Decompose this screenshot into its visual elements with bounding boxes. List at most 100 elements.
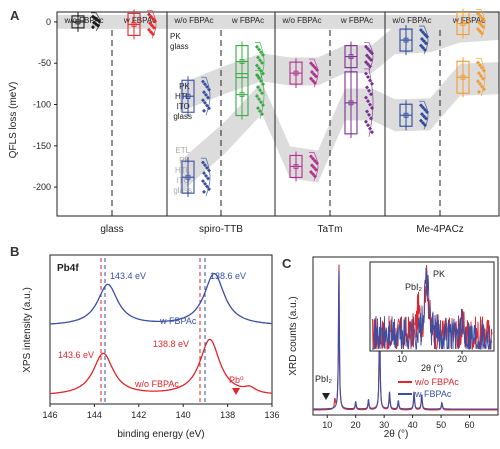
data-point xyxy=(97,19,101,24)
data-point xyxy=(478,63,482,68)
data-point xyxy=(476,27,480,32)
y-tick-label: -150 xyxy=(33,141,51,151)
stack-text: PK xyxy=(170,32,181,41)
data-point xyxy=(149,14,153,19)
stack-text: ITO xyxy=(177,176,190,185)
qfls-box xyxy=(344,41,374,72)
data-point xyxy=(423,123,427,128)
x-tick-label: 136 xyxy=(264,410,279,420)
data-point xyxy=(425,34,429,39)
data-point xyxy=(260,112,264,117)
stack-text: glass xyxy=(170,42,189,51)
box-mean xyxy=(293,70,299,76)
group-label-me: Me-4PACz xyxy=(416,224,464,235)
x-tick-label: 30 xyxy=(379,420,389,430)
data-point xyxy=(482,68,486,73)
data-point xyxy=(207,87,211,92)
data-point xyxy=(201,160,205,165)
box-mean xyxy=(293,164,299,169)
data-point xyxy=(366,46,370,51)
data-point xyxy=(369,57,373,62)
panel-c-ylabel: XRD counts (a.u.) xyxy=(288,296,299,375)
box-violin xyxy=(147,9,157,39)
data-point xyxy=(423,47,427,52)
data-point xyxy=(149,30,153,35)
qfls-box xyxy=(235,69,265,120)
data-point xyxy=(479,73,483,78)
data-point xyxy=(482,18,486,23)
series-label-blue: w FBPAc xyxy=(159,316,197,326)
data-point xyxy=(421,30,425,35)
data-point xyxy=(370,130,374,135)
header-me-wo: w/o FBPAc xyxy=(392,16,432,25)
group-label-tatm: TaTm xyxy=(318,224,343,235)
qfls-box xyxy=(289,151,319,182)
data-point xyxy=(478,13,482,18)
data-point xyxy=(480,16,484,21)
x-tick-label: 60 xyxy=(465,420,475,430)
panel-a-letter: A xyxy=(10,8,20,23)
panel-c-frame xyxy=(312,256,499,416)
data-point xyxy=(255,44,259,49)
box-mean xyxy=(185,174,191,180)
box-mean xyxy=(131,21,137,27)
data-point xyxy=(258,58,262,63)
stack-label-glass: PK glass xyxy=(170,32,189,51)
data-point xyxy=(419,43,423,48)
y-tick-label: -100 xyxy=(33,100,51,110)
data-point xyxy=(421,45,425,50)
y-tick-label: 0 xyxy=(46,17,51,27)
data-point xyxy=(313,81,317,86)
box-violin xyxy=(309,152,319,181)
data-point xyxy=(205,165,209,170)
data-point xyxy=(255,63,259,68)
header-spiro-w: w FBPAc xyxy=(231,16,264,25)
legend-label-red: w/o FBPAc xyxy=(414,377,459,387)
data-point xyxy=(153,19,157,24)
data-point xyxy=(422,114,426,119)
data-point xyxy=(257,47,261,52)
stack-text: PK xyxy=(179,82,190,91)
box-mean xyxy=(348,100,354,106)
data-point xyxy=(477,89,481,94)
panel-b-letter: B xyxy=(10,244,19,259)
data-point xyxy=(202,108,206,113)
y-tick-label: -200 xyxy=(33,182,51,192)
qfls-box xyxy=(181,76,211,117)
panel-b-xlabel: binding energy (eV) xyxy=(117,429,204,440)
y-tick-label: -50 xyxy=(38,58,51,68)
data-point xyxy=(259,50,263,55)
data-point xyxy=(478,29,482,34)
data-point xyxy=(256,55,260,60)
data-point xyxy=(421,105,425,110)
pb0-arrow-icon xyxy=(232,388,240,395)
data-point xyxy=(314,167,318,172)
data-point xyxy=(425,109,429,114)
data-point xyxy=(205,84,209,89)
data-point xyxy=(207,106,211,111)
panel-c: C XRD counts (a.u.) 2θ (°) 10 20 30 40 50 60 … xyxy=(282,256,499,440)
data-point xyxy=(255,73,259,78)
x-tick-label: 140 xyxy=(176,410,191,420)
data-point xyxy=(258,88,262,93)
qfls-box xyxy=(456,57,486,98)
data-point xyxy=(366,99,370,104)
data-point xyxy=(478,81,482,86)
data-point xyxy=(365,53,369,58)
data-point xyxy=(96,23,100,28)
data-point xyxy=(205,184,209,189)
box-violin xyxy=(255,70,265,119)
data-point xyxy=(311,63,315,68)
x-tick-label: 138 xyxy=(220,410,235,420)
x-tick-label: 20 xyxy=(351,420,361,430)
data-point xyxy=(147,27,151,32)
legend-label-blue: w FBPAc xyxy=(414,389,452,399)
box-mean xyxy=(185,93,191,99)
qfls-box xyxy=(344,67,374,138)
data-point xyxy=(421,120,425,125)
data-point xyxy=(202,90,206,95)
panel-c-xlabel: 2θ (°) xyxy=(384,429,409,440)
box-mean xyxy=(460,74,466,80)
data-point xyxy=(201,79,205,84)
data-point xyxy=(368,126,372,131)
